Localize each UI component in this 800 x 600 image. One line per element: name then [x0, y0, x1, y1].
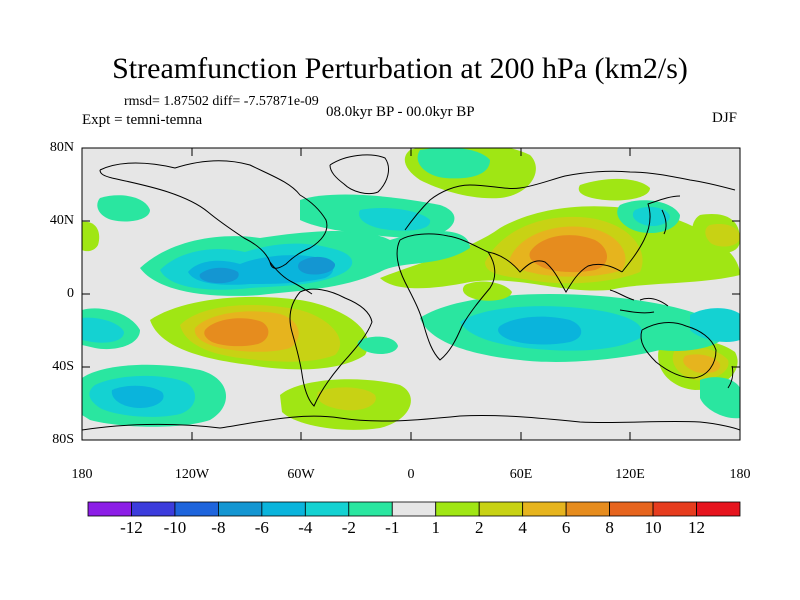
- lat-label-0: 0: [67, 286, 74, 301]
- colorbar-box: [696, 501, 741, 517]
- contour-japan-low-2: [632, 206, 670, 226]
- coast-europe: [404, 170, 736, 231]
- lon-label-180e: 180: [729, 467, 751, 482]
- coast-maritime: [609, 289, 669, 314]
- contour-spac-high-6: [204, 318, 269, 347]
- contour-spac-left-low-2: [82, 317, 124, 343]
- contour-nw-low: [97, 195, 150, 222]
- lon-label-60e: 60E: [509, 467, 533, 482]
- colorbar-box: [261, 501, 306, 517]
- contour-south-pole-low: [357, 336, 398, 354]
- contour-north-atlantic-low-2: [359, 208, 431, 231]
- colorbar-label: 12: [688, 518, 706, 537]
- colorbar-box: [348, 501, 393, 517]
- contour-north-pole-low: [417, 148, 490, 179]
- contour-asia-high-6: [529, 235, 608, 273]
- contour-green-east: [578, 178, 650, 201]
- colorbar-label: -8: [211, 518, 226, 537]
- colorbar-box: [609, 501, 654, 517]
- colorbar-label: 8: [605, 518, 614, 537]
- coastlines: [82, 154, 740, 431]
- contour-indian-low-4: [498, 316, 582, 345]
- contour-se-low: [700, 377, 740, 419]
- coast-antarctica: [82, 414, 740, 431]
- colorbar-box: [217, 501, 263, 517]
- lon-label-0: 0: [407, 467, 415, 482]
- contour-carib-low-6: [298, 256, 336, 275]
- season-label: DJF: [712, 110, 738, 126]
- figure-title: Streamfunction Perturbation at 200 hPa (…: [112, 52, 688, 85]
- coast-new-zealand: [727, 365, 734, 389]
- colorbar-box: [652, 501, 697, 517]
- colorbar-box: [87, 501, 132, 517]
- colorbar-box: [174, 501, 219, 517]
- period-label: 08.0kyr BP - 00.0kyr BP: [326, 104, 475, 120]
- lon-label-180w: 180: [71, 467, 93, 482]
- coast-arabia-india: [487, 251, 623, 293]
- coast-central-america: [269, 261, 313, 295]
- lon-label-120w: 120W: [174, 467, 210, 482]
- coast-north-america: [99, 160, 328, 269]
- lat-label-40n: 40N: [49, 213, 74, 228]
- contour-spac-low-4: [111, 385, 164, 408]
- colorbar-box: [435, 501, 480, 517]
- colorbar-box: [131, 501, 176, 517]
- lat-label-80s: 80S: [52, 432, 74, 447]
- contour-yellow-south-atlantic: [317, 387, 376, 411]
- contour-orange-australia: [683, 354, 721, 374]
- colorbar-label: 2: [474, 518, 484, 537]
- lon-label-120e: 120E: [615, 467, 645, 482]
- colorbar-label: -6: [254, 518, 269, 537]
- contour-ne-yellow: [705, 224, 740, 247]
- colorbar-box: [522, 501, 567, 517]
- coast-greenland: [329, 154, 389, 195]
- contour-green-sw: [82, 226, 93, 246]
- colorbar-box: [391, 501, 437, 517]
- coast-japan: [661, 209, 667, 235]
- stats-text: rmsd= 1.87502 diff= -7.57871e-09: [124, 94, 319, 109]
- colorbar-label: 4: [518, 518, 527, 537]
- contour-npac-low-6: [199, 267, 239, 284]
- colorbar-label: 1: [431, 518, 440, 537]
- lon-label-60w: 60W: [287, 467, 315, 482]
- axis-ticks: [81, 147, 741, 441]
- colorbar-label: 10: [644, 518, 662, 537]
- colorbar-label: -1: [385, 518, 400, 537]
- experiment-label: Expt = temni-temna: [82, 112, 203, 128]
- colorbar-box: [565, 501, 611, 517]
- coast-south-america: [289, 288, 373, 407]
- colorbar-label: -12: [120, 518, 143, 537]
- lat-label-80n: 80N: [49, 140, 74, 155]
- colorbar-label: -4: [298, 518, 313, 537]
- colorbar-box: [304, 501, 350, 517]
- colorbar-box: [478, 501, 524, 517]
- colorbar-label: -10: [163, 518, 187, 537]
- lat-label-40s: 40S: [52, 359, 74, 374]
- coast-australia: [640, 322, 717, 379]
- contour-fields: [82, 148, 740, 430]
- colorbar-label: -2: [341, 518, 356, 537]
- coast-africa: [396, 233, 496, 361]
- coast-east-asia: [621, 195, 681, 273]
- colorbar-label: 6: [561, 518, 571, 537]
